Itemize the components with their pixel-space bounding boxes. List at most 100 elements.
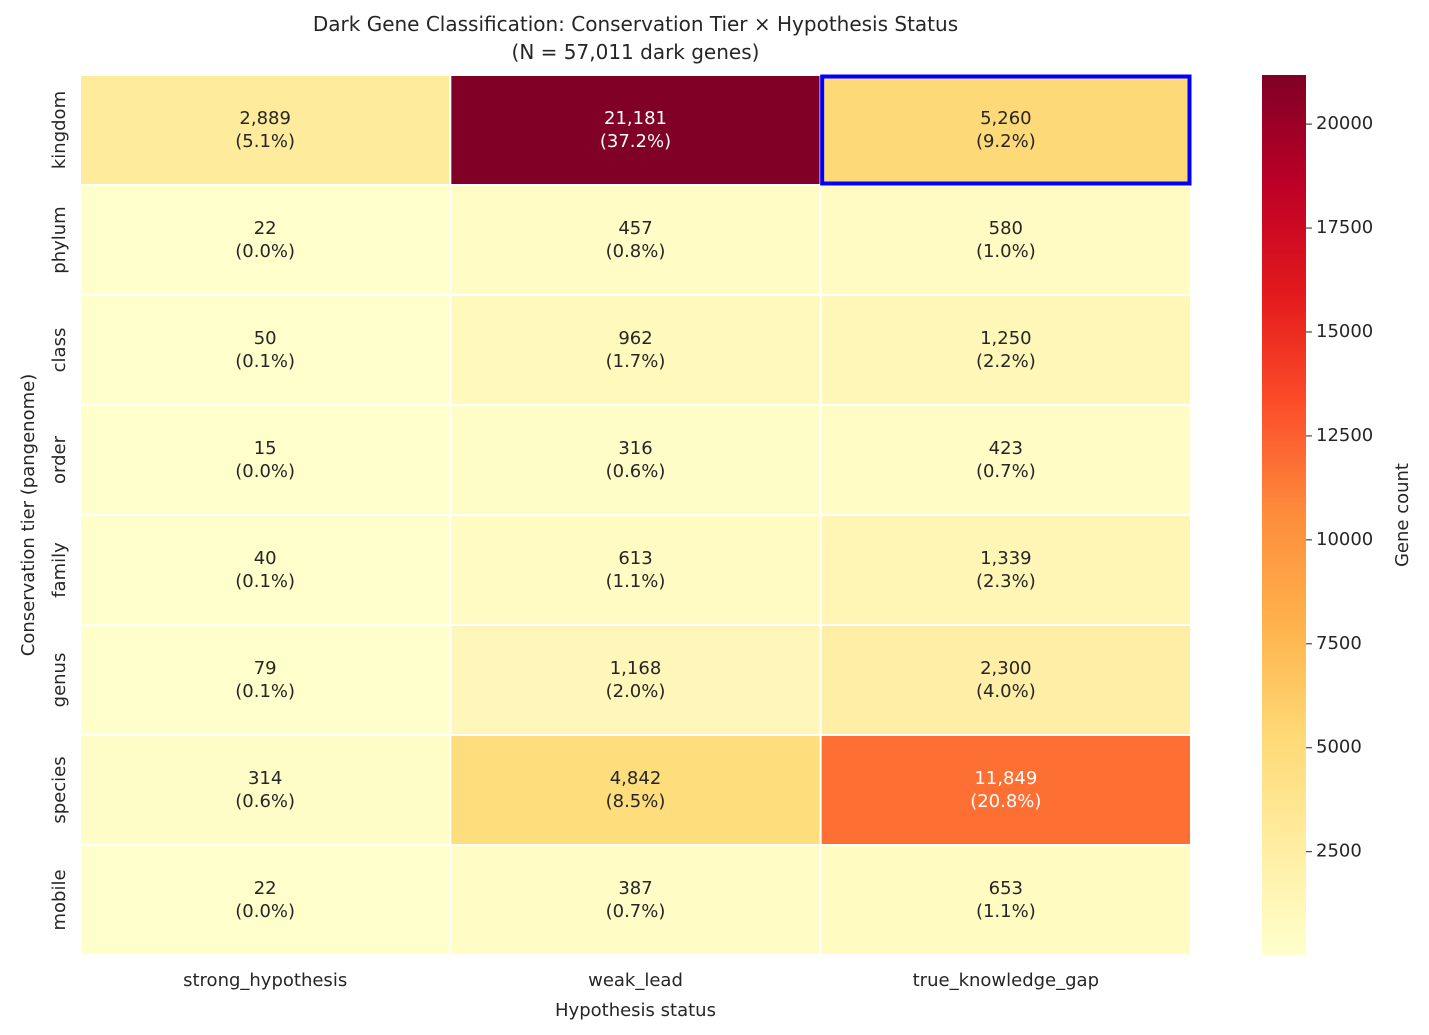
colorbar-tick-label: 20000 xyxy=(1316,113,1373,134)
x-tick-label: true_knowledge_gap xyxy=(913,970,1099,991)
cell-count-label: 387 xyxy=(618,878,652,899)
heatmap-cell xyxy=(79,294,452,406)
cell-percent-label: (2.3%) xyxy=(976,571,1036,592)
heatmap-cell xyxy=(449,734,822,846)
cell-count-label: 962 xyxy=(618,328,652,349)
cell-percent-label: (0.0%) xyxy=(235,241,295,262)
cell-count-label: 423 xyxy=(989,438,1023,459)
heatmap-cell xyxy=(449,404,822,516)
cell-count-label: 653 xyxy=(989,878,1023,899)
cell-count-label: 2,300 xyxy=(980,658,1032,679)
cell-percent-label: (0.1%) xyxy=(235,571,295,592)
cell-percent-label: (20.8%) xyxy=(970,791,1041,812)
heatmap-cell xyxy=(449,294,822,406)
heatmap-cell xyxy=(79,624,452,736)
y-tick-label: mobile xyxy=(49,869,70,930)
cell-count-label: 314 xyxy=(248,768,282,789)
cell-count-label: 5,260 xyxy=(980,108,1032,129)
y-tick-label: kingdom xyxy=(49,91,70,169)
cell-percent-label: (0.6%) xyxy=(235,791,295,812)
heatmap-cell xyxy=(449,514,822,626)
cell-count-label: 2,889 xyxy=(239,108,291,129)
cell-count-label: 613 xyxy=(618,548,652,569)
chart-title: Dark Gene Classification: Conservation T… xyxy=(312,12,959,36)
y-tick-label: class xyxy=(49,328,70,373)
cell-count-label: 1,168 xyxy=(610,658,662,679)
chart-subtitle: (N = 57,011 dark genes) xyxy=(511,40,760,64)
cell-percent-label: (8.5%) xyxy=(606,791,666,812)
x-tick-label: strong_hypothesis xyxy=(183,970,347,991)
cell-count-label: 11,849 xyxy=(974,768,1037,789)
heatmap-cell xyxy=(79,184,452,296)
cell-count-label: 4,842 xyxy=(610,768,662,789)
y-tick-label: order xyxy=(49,435,70,484)
heatmap-cell xyxy=(819,404,1193,516)
y-tick-label: family xyxy=(49,542,70,598)
cell-percent-label: (2.0%) xyxy=(606,681,666,702)
heatmap-cell xyxy=(449,844,822,956)
heatmap-cell xyxy=(79,734,452,846)
colorbar-tick-label: 15000 xyxy=(1316,321,1373,342)
cell-percent-label: (37.2%) xyxy=(600,131,671,152)
heatmap-cell xyxy=(819,514,1193,626)
cell-percent-label: (0.1%) xyxy=(235,351,295,372)
heatmap-cell xyxy=(819,184,1193,296)
heatmap-cell xyxy=(819,294,1193,406)
cell-count-label: 40 xyxy=(254,548,277,569)
colorbar-tick-label: 12500 xyxy=(1316,425,1373,446)
cell-count-label: 15 xyxy=(254,438,277,459)
highlight-box xyxy=(820,74,1192,186)
cell-percent-label: (0.7%) xyxy=(606,901,666,922)
heatmap-cell xyxy=(819,734,1193,846)
heatmap-cell xyxy=(819,624,1193,736)
cell-percent-label: (0.1%) xyxy=(235,681,295,702)
cell-percent-label: (9.2%) xyxy=(976,131,1036,152)
cell-count-label: 21,181 xyxy=(604,108,667,129)
cell-percent-label: (1.1%) xyxy=(606,571,666,592)
heatmap-cell xyxy=(79,514,452,626)
cell-count-label: 50 xyxy=(254,328,277,349)
cell-percent-label: (0.7%) xyxy=(976,461,1036,482)
x-axis-label: Hypothesis status xyxy=(555,1000,716,1021)
cell-percent-label: (5.1%) xyxy=(235,131,295,152)
colorbar-label: Gene count xyxy=(1392,463,1413,567)
heatmap-cell xyxy=(449,184,822,296)
y-tick-label: phylum xyxy=(49,206,70,273)
cell-percent-label: (4.0%) xyxy=(976,681,1036,702)
y-axis-label: Conservation tier (pangenome) xyxy=(18,374,39,656)
cell-count-label: 1,250 xyxy=(980,328,1032,349)
cell-percent-label: (0.0%) xyxy=(235,461,295,482)
heatmap-cell xyxy=(819,74,1193,186)
cell-count-label: 1,339 xyxy=(980,548,1032,569)
colorbar-tick-label: 7500 xyxy=(1316,633,1362,654)
heatmap-cell xyxy=(449,74,822,186)
x-tick-label: weak_lead xyxy=(588,970,683,991)
heatmap-cell xyxy=(819,844,1193,956)
cell-count-label: 22 xyxy=(254,878,277,899)
cell-count-label: 316 xyxy=(618,438,652,459)
cell-count-label: 79 xyxy=(254,658,277,679)
heatmap-cell xyxy=(449,624,822,736)
cell-percent-label: (1.1%) xyxy=(976,901,1036,922)
heatmap-cell xyxy=(79,844,452,956)
cell-count-label: 22 xyxy=(254,218,277,239)
y-tick-label: species xyxy=(49,756,70,823)
colorbar-tick-label: 2500 xyxy=(1316,841,1362,862)
cell-percent-label: (0.6%) xyxy=(606,461,666,482)
y-tick-label: genus xyxy=(49,653,70,708)
colorbar xyxy=(1262,75,1306,955)
cell-percent-label: (1.0%) xyxy=(976,241,1036,262)
cell-count-label: 580 xyxy=(989,218,1023,239)
heatmap-cell xyxy=(79,74,452,186)
colorbar-tick-label: 17500 xyxy=(1316,217,1373,238)
colorbar-tick-label: 5000 xyxy=(1316,737,1362,758)
cell-percent-label: (0.8%) xyxy=(606,241,666,262)
cell-percent-label: (2.2%) xyxy=(976,351,1036,372)
cell-percent-label: (0.0%) xyxy=(235,901,295,922)
colorbar-tick-label: 10000 xyxy=(1316,529,1373,550)
heatmap-cell xyxy=(79,404,452,516)
cell-percent-label: (1.7%) xyxy=(606,351,666,372)
cell-count-label: 457 xyxy=(618,218,652,239)
